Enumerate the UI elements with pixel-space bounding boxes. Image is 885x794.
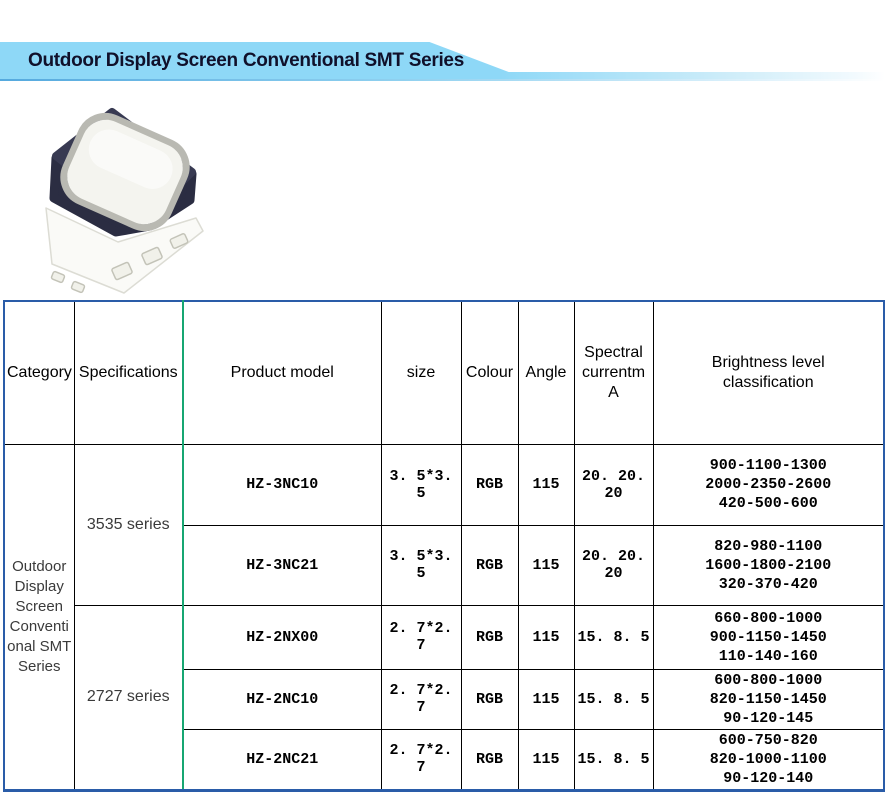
cell-angle: 115 <box>517 728 575 791</box>
cell-angle: 115 <box>517 604 575 670</box>
cell-size: 2. 7*2. 7 <box>380 728 462 791</box>
table-header-row: Category Specifications Product model si… <box>3 300 885 445</box>
cell-category: Outdoor Display Screen Conventi onal SMT… <box>3 443 75 791</box>
table-row: HZ-2NC10 2. 7*2. 7 RGB 115 15. 8. 5 600-… <box>4 668 885 730</box>
cell-angle: 115 <box>517 524 575 606</box>
cell-model: HZ-2NX00 <box>182 604 382 670</box>
cell-size: 2. 7*2. 7 <box>380 668 462 730</box>
header-size: size <box>380 300 462 445</box>
spec-table: Category Specifications Product model si… <box>3 300 885 792</box>
cell-model: HZ-3NC21 <box>182 524 382 606</box>
cell-specification-3535: 3535 series <box>73 443 184 606</box>
cell-colour: RGB <box>460 728 519 791</box>
cell-brightness: 660-800-1000 900-1150-1450 110-140-160 <box>652 604 885 670</box>
cell-colour: RGB <box>460 443 519 526</box>
header-product-model: Product model <box>182 300 382 445</box>
banner-ribbon-tail <box>500 72 885 79</box>
header-angle: Angle <box>517 300 575 445</box>
led-legs <box>50 233 189 294</box>
cell-spectral: 15. 8. 5 <box>573 728 654 791</box>
header-spectral: Spectral currentm A <box>573 300 654 445</box>
cell-size: 2. 7*2. 7 <box>380 604 462 670</box>
cell-model: HZ-2NC10 <box>182 668 382 730</box>
cell-size: 3. 5*3. 5 <box>380 524 462 606</box>
cell-colour: RGB <box>460 604 519 670</box>
led-base <box>45 207 204 294</box>
header-colour: Colour <box>460 300 519 445</box>
cell-brightness: 820-980-1100 1600-1800-2100 320-370-420 <box>652 524 885 606</box>
cell-specification-2727: 2727 series <box>73 604 184 791</box>
cell-colour: RGB <box>460 524 519 606</box>
cell-model: HZ-3NC10 <box>182 443 382 526</box>
cell-angle: 115 <box>517 668 575 730</box>
header-specifications: Specifications <box>73 300 184 445</box>
header-brightness-label: Brightness level classification <box>711 353 825 391</box>
cell-model: HZ-2NC21 <box>182 728 382 791</box>
cell-size: 3. 5*3. 5 <box>380 443 462 526</box>
led-lens-ring <box>60 112 190 232</box>
cell-angle: 115 <box>517 443 575 526</box>
cell-brightness: 600-800-1000 820-1150-1450 90-120-145 <box>652 668 885 730</box>
table-row: HZ-3NC21 3. 5*3. 5 RGB 115 20. 20. 20 82… <box>4 524 885 606</box>
cell-brightness: 900-1100-1300 2000-2350-2600 420-500-600 <box>652 443 885 526</box>
header-category: Category <box>3 300 75 445</box>
led-lens-highlight <box>88 129 173 189</box>
header-brightness: Brightness level classification <box>652 300 885 445</box>
table-row: 2727 series HZ-2NX00 2. 7*2. 7 RGB 115 1… <box>4 604 885 791</box>
banner-ribbon <box>0 42 527 79</box>
page-title: Outdoor Display Screen Conventional SMT … <box>28 50 464 71</box>
banner-underline <box>0 79 885 81</box>
led-product-image <box>45 108 204 294</box>
table-row: HZ-2NC21 2. 7*2. 7 RGB 115 15. 8. 5 600-… <box>4 728 885 791</box>
cell-spectral: 15. 8. 5 <box>573 604 654 670</box>
table-row: Outdoor Display Screen Conventi onal SMT… <box>3 443 885 791</box>
cell-brightness: 600-750-820 820-1000-1100 90-120-140 <box>652 728 885 791</box>
cell-spectral: 15. 8. 5 <box>573 668 654 730</box>
cell-colour: RGB <box>460 668 519 730</box>
cell-spectral: 20. 20. 20 <box>573 524 654 606</box>
cell-spectral: 20. 20. 20 <box>573 443 654 526</box>
